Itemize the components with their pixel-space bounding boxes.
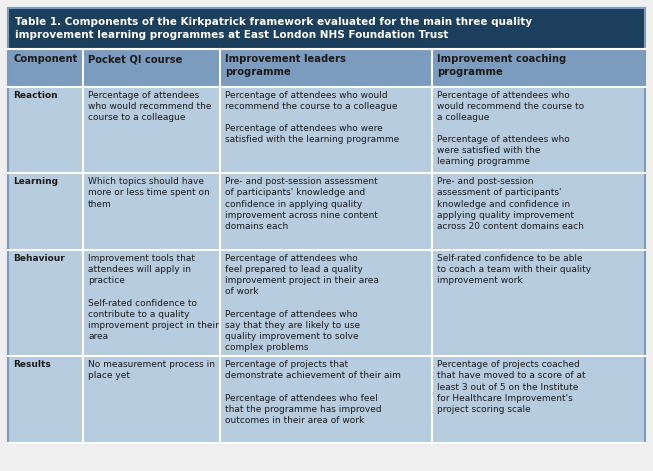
Bar <box>8 173 645 250</box>
Bar <box>8 49 645 87</box>
Text: Pre- and post-session assessment
of participants' knowledge and
confidence in ap: Pre- and post-session assessment of part… <box>225 178 378 231</box>
Text: Percentage of attendees who would
recommend the course to a colleague

Percentag: Percentage of attendees who would recomm… <box>225 91 400 144</box>
Text: Percentage of attendees who
feel prepared to lead a quality
improvement project : Percentage of attendees who feel prepare… <box>225 254 379 352</box>
Text: Percentage of projects that
demonstrate achievement of their aim

Percentage of : Percentage of projects that demonstrate … <box>225 360 401 425</box>
Text: Which topics should have
more or less time spent on
them: Which topics should have more or less ti… <box>88 178 210 209</box>
Text: Pre- and post-session
assessment of participants'
knowledge and confidence in
ap: Pre- and post-session assessment of part… <box>438 178 584 231</box>
Bar <box>8 87 645 173</box>
Bar <box>8 357 645 443</box>
Text: Percentage of attendees who
would recommend the course to
a colleague

Percentag: Percentage of attendees who would recomm… <box>438 91 584 166</box>
Text: No measurement process in
place yet: No measurement process in place yet <box>88 360 215 381</box>
Text: Improvement leaders
programme: Improvement leaders programme <box>225 54 346 77</box>
Text: Improvement coaching
programme: Improvement coaching programme <box>438 54 567 77</box>
Text: Percentage of attendees
who would recommend the
course to a colleague: Percentage of attendees who would recomm… <box>88 91 212 122</box>
Text: Behaviour: Behaviour <box>13 254 65 263</box>
Bar <box>8 8 645 49</box>
Bar <box>8 250 645 357</box>
Text: Table 1. Components of the Kirkpatrick framework evaluated for the main three qu: Table 1. Components of the Kirkpatrick f… <box>15 17 532 40</box>
Text: Component: Component <box>13 54 77 65</box>
Text: Learning: Learning <box>13 178 58 187</box>
Text: Reaction: Reaction <box>13 91 57 100</box>
Text: Pocket QI course: Pocket QI course <box>88 54 183 65</box>
Text: Improvement tools that
attendees will apply in
practice

Self-rated confidence t: Improvement tools that attendees will ap… <box>88 254 219 341</box>
Text: Results: Results <box>13 360 51 369</box>
Text: Percentage of projects coached
that have moved to a score of at
least 3 out of 5: Percentage of projects coached that have… <box>438 360 586 414</box>
Text: Self-rated confidence to be able
to coach a team with their quality
improvement : Self-rated confidence to be able to coac… <box>438 254 592 285</box>
